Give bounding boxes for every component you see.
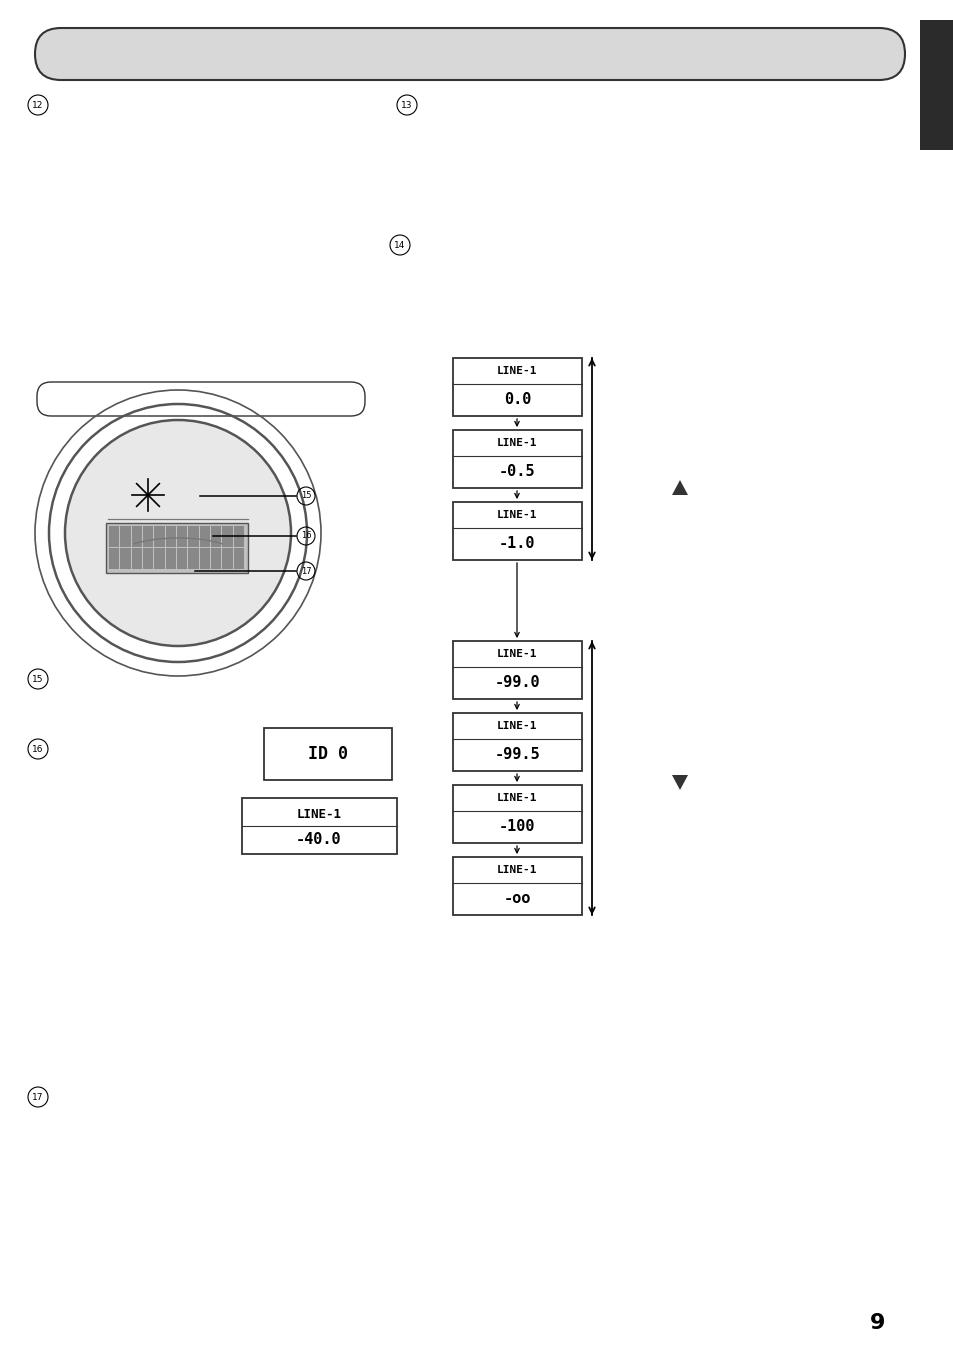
Text: 0.0: 0.0 <box>503 392 531 407</box>
Text: 14: 14 <box>394 240 405 250</box>
Text: -1.0: -1.0 <box>498 536 536 551</box>
Bar <box>453 785 581 843</box>
FancyBboxPatch shape <box>143 526 153 547</box>
Bar <box>453 430 581 488</box>
FancyBboxPatch shape <box>188 526 198 547</box>
Text: LINE-1: LINE-1 <box>497 366 537 376</box>
FancyBboxPatch shape <box>199 526 210 547</box>
Text: 12: 12 <box>32 100 44 109</box>
Text: LINE-1: LINE-1 <box>497 509 537 520</box>
Text: -99.5: -99.5 <box>495 747 539 762</box>
Text: LINE-1: LINE-1 <box>497 648 537 659</box>
Polygon shape <box>671 480 687 494</box>
FancyBboxPatch shape <box>177 526 187 547</box>
FancyBboxPatch shape <box>177 549 187 569</box>
Text: -40.0: -40.0 <box>295 832 341 847</box>
FancyBboxPatch shape <box>211 549 221 569</box>
Circle shape <box>65 420 291 646</box>
Bar <box>453 713 581 771</box>
Text: 16: 16 <box>300 531 311 540</box>
Text: 17: 17 <box>300 566 311 576</box>
FancyBboxPatch shape <box>35 28 904 80</box>
FancyBboxPatch shape <box>37 382 365 416</box>
Text: ID 0: ID 0 <box>308 744 348 763</box>
Bar <box>453 640 581 698</box>
FancyBboxPatch shape <box>154 526 165 547</box>
Bar <box>264 728 392 780</box>
FancyBboxPatch shape <box>109 549 119 569</box>
Text: -oo: -oo <box>503 892 531 907</box>
Text: -0.5: -0.5 <box>498 465 536 480</box>
Text: LINE-1: LINE-1 <box>296 808 341 821</box>
Text: 15: 15 <box>32 674 44 684</box>
FancyBboxPatch shape <box>132 549 142 569</box>
Bar <box>453 358 581 416</box>
FancyBboxPatch shape <box>222 526 233 547</box>
Text: 17: 17 <box>32 1093 44 1101</box>
Polygon shape <box>671 775 687 790</box>
FancyBboxPatch shape <box>166 526 175 547</box>
FancyBboxPatch shape <box>120 526 131 547</box>
Text: LINE-1: LINE-1 <box>497 793 537 802</box>
FancyBboxPatch shape <box>166 549 175 569</box>
FancyBboxPatch shape <box>109 526 119 547</box>
Text: LINE-1: LINE-1 <box>497 865 537 874</box>
Text: LINE-1: LINE-1 <box>497 438 537 447</box>
FancyBboxPatch shape <box>106 523 248 573</box>
FancyBboxPatch shape <box>211 526 221 547</box>
Text: 9: 9 <box>869 1313 884 1333</box>
Bar <box>453 503 581 561</box>
Text: 13: 13 <box>401 100 413 109</box>
FancyBboxPatch shape <box>199 549 210 569</box>
Bar <box>453 857 581 915</box>
FancyBboxPatch shape <box>120 549 131 569</box>
Text: 16: 16 <box>32 744 44 754</box>
FancyBboxPatch shape <box>188 549 198 569</box>
Text: -99.0: -99.0 <box>495 676 539 690</box>
FancyBboxPatch shape <box>143 549 153 569</box>
Bar <box>242 798 396 854</box>
Bar <box>919 20 953 150</box>
FancyBboxPatch shape <box>222 549 233 569</box>
FancyBboxPatch shape <box>233 549 244 569</box>
Text: -100: -100 <box>498 819 536 835</box>
FancyBboxPatch shape <box>233 526 244 547</box>
Text: LINE-1: LINE-1 <box>497 721 537 731</box>
Text: 15: 15 <box>300 492 311 500</box>
FancyBboxPatch shape <box>132 526 142 547</box>
FancyBboxPatch shape <box>154 549 165 569</box>
